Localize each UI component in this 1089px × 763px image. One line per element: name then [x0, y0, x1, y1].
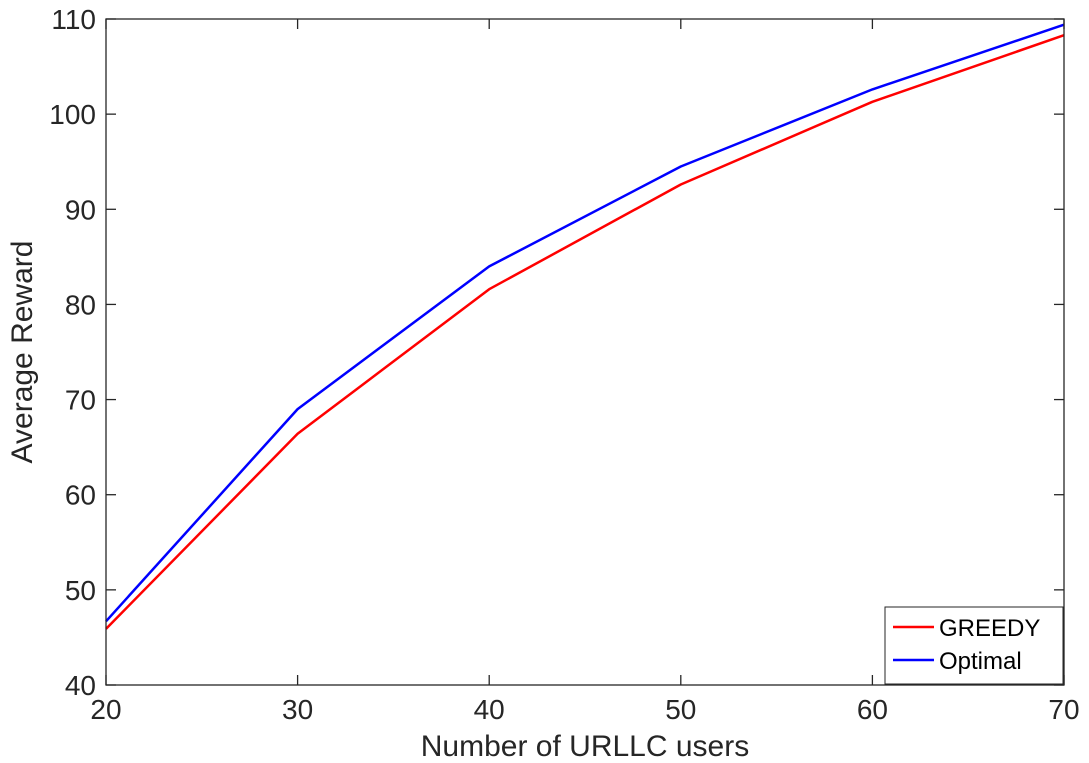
y-tick-label: 100: [49, 99, 96, 130]
plot-area: [106, 19, 1064, 685]
x-tick-label: 50: [665, 694, 696, 725]
x-tick-label: 30: [282, 694, 313, 725]
legend-box: [884, 606, 1064, 685]
x-axis-label: Number of URLLC users: [421, 730, 749, 763]
y-axis-label: Average Reward: [6, 241, 39, 464]
y-tick-label: 60: [65, 480, 96, 511]
plot-frame: [105, 18, 1065, 686]
x-tick-label: 40: [474, 694, 505, 725]
tick-layer: 20 30 40 50 60 70 40 50 60 70 80 90 100 110: [49, 4, 1079, 725]
legend-label-greedy: GREEDY: [939, 615, 1040, 642]
x-tick-label: 20: [90, 694, 121, 725]
y-tick-label: 80: [65, 289, 96, 320]
y-tick-label: 70: [65, 385, 96, 416]
legend-label-optimal: Optimal: [939, 648, 1022, 675]
y-tick-label: 40: [65, 670, 96, 701]
legend: GREEDY Optimal: [884, 606, 1064, 685]
y-tick-label: 50: [65, 575, 96, 606]
x-tick-label: 60: [857, 694, 888, 725]
x-tick-label: 70: [1048, 694, 1079, 725]
series-line-optimal: [105, 23, 1065, 623]
y-tick-label: 90: [65, 194, 96, 225]
series-line-greedy: [105, 34, 1065, 630]
series-layer: [105, 23, 1065, 630]
y-tick-label: 110: [51, 4, 96, 35]
